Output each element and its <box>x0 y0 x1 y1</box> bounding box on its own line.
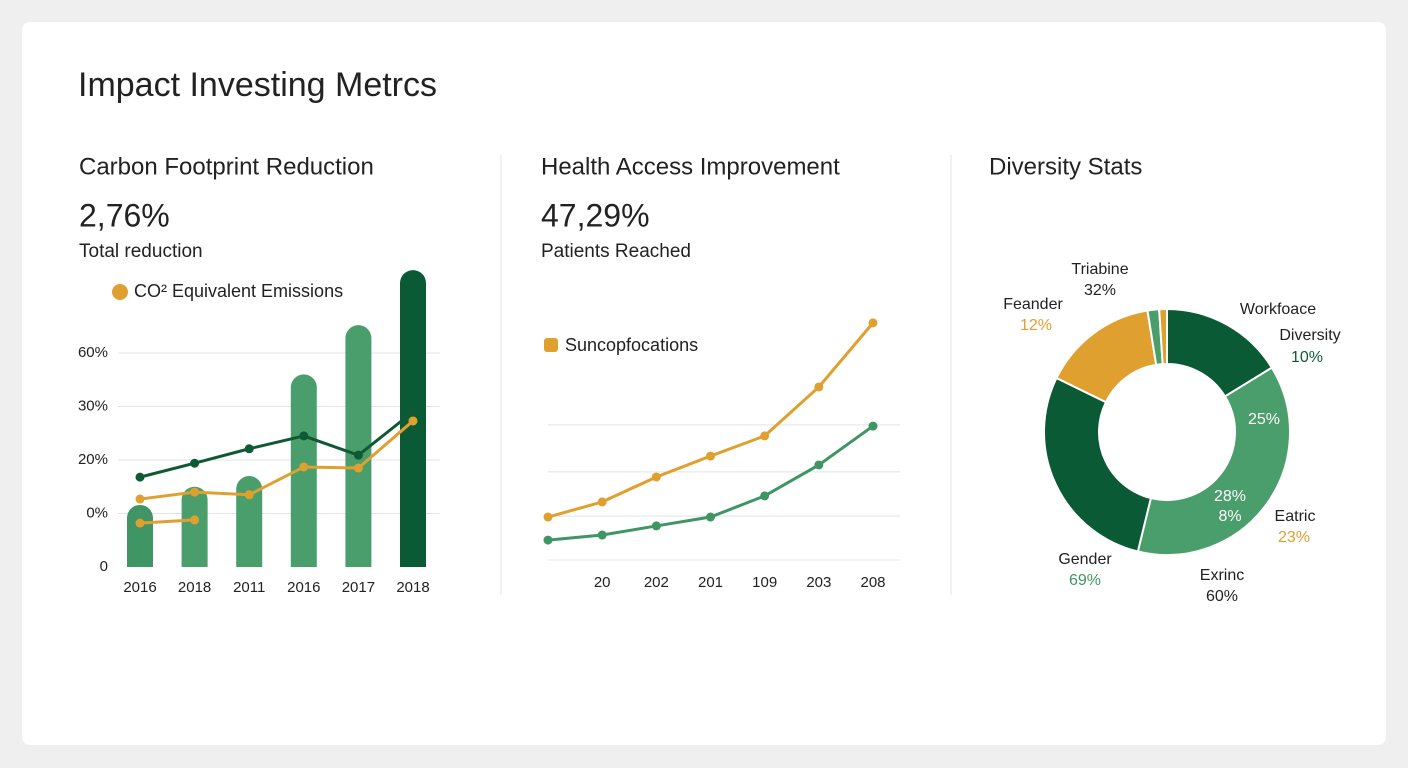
series-point <box>244 444 254 454</box>
bar <box>345 325 372 567</box>
series-point <box>814 382 824 392</box>
series-point <box>597 530 607 540</box>
series-point <box>353 463 363 473</box>
legend-label: Suncopfocations <box>565 335 698 355</box>
donut-annotation: 69% <box>1069 572 1101 589</box>
x-tick-label: 202 <box>644 574 669 591</box>
donut-annotation: Diversity <box>1279 327 1340 344</box>
series-point <box>706 451 715 461</box>
series-line <box>139 410 414 479</box>
legend-label: CO² Equivalent Emissions <box>134 281 343 301</box>
series-point <box>190 487 200 497</box>
kpi-label: Total reduction <box>79 241 203 262</box>
series-point <box>597 497 607 507</box>
y-tick-label: 0 <box>100 558 108 575</box>
bar <box>236 476 263 567</box>
kpi-label: Patients Reached <box>541 241 691 262</box>
donut-annotation: 60% <box>1206 588 1238 605</box>
donut-annotation: Triabine <box>1071 261 1128 278</box>
donut-segment <box>1158 307 1168 366</box>
series-point <box>868 318 878 328</box>
y-tick-label: 20% <box>78 451 108 468</box>
series-point <box>760 431 770 441</box>
chart-title: Health Access Improvement <box>541 153 840 180</box>
bar <box>181 486 208 567</box>
series-point <box>706 512 715 522</box>
series-point <box>543 512 553 522</box>
x-tick-label: 2018 <box>178 579 211 596</box>
bar <box>127 504 153 567</box>
kpi-value: 47,29% <box>541 197 650 233</box>
x-tick-label: 20 <box>594 574 611 591</box>
chart-title: Diversity Stats <box>989 153 1142 180</box>
donut-annotation: 23% <box>1278 529 1310 546</box>
series-point <box>408 407 418 417</box>
x-tick-label: 203 <box>806 574 831 591</box>
donut-annotation: Feander <box>1003 296 1063 313</box>
donut-annotation: 28% <box>1214 488 1246 505</box>
series-line <box>139 419 414 501</box>
donut-annotation: 12% <box>1020 317 1052 334</box>
series-point <box>135 518 145 528</box>
series-point <box>190 515 200 525</box>
x-tick-label: 201 <box>698 574 723 591</box>
series-point <box>244 490 254 500</box>
donut-annotation: 8% <box>1218 508 1241 525</box>
legend-marker <box>112 284 128 300</box>
y-tick-label: 60% <box>78 344 108 361</box>
page-title: Impact Investing Metrcs <box>78 66 437 104</box>
series-point <box>408 416 418 426</box>
series-point <box>543 535 553 545</box>
card <box>22 22 1386 745</box>
x-tick-label: 2017 <box>342 579 375 596</box>
y-tick-label: 30% <box>78 397 108 414</box>
x-tick-label: 2011 <box>233 579 265 596</box>
x-tick-label: 208 <box>860 574 885 591</box>
donut-segment <box>1136 366 1291 556</box>
x-tick-label: 2016 <box>287 579 320 596</box>
series-point <box>651 521 661 531</box>
donut-annotation: Exrinc <box>1200 567 1244 584</box>
legend-marker <box>544 338 558 352</box>
donut-segment <box>1043 376 1153 553</box>
chart-title: Carbon Footprint Reduction <box>79 153 374 180</box>
donut-annotation: 10% <box>1291 349 1323 366</box>
x-tick-label: 2018 <box>396 579 429 596</box>
series-point <box>190 458 200 468</box>
series-point <box>651 472 661 482</box>
series-point <box>299 462 309 472</box>
series-point <box>299 431 309 441</box>
donut-annotation: Gender <box>1058 551 1112 568</box>
x-tick-label: 109 <box>752 574 777 591</box>
series-point <box>353 450 363 460</box>
donut-annotation: Workfoace <box>1240 301 1316 318</box>
series-point <box>760 491 770 501</box>
y-tick-label: 0% <box>86 504 108 521</box>
series-point <box>135 472 145 482</box>
series-point <box>868 421 878 431</box>
donut-annotation: 25% <box>1248 411 1280 428</box>
x-tick-label: 2016 <box>123 579 156 596</box>
series-point <box>814 460 824 470</box>
donut-annotation: 32% <box>1084 282 1116 299</box>
kpi-value: 2,76% <box>79 197 170 233</box>
series-line <box>139 518 195 525</box>
series-point <box>135 494 145 504</box>
donut-annotation: Eatric <box>1275 508 1316 525</box>
